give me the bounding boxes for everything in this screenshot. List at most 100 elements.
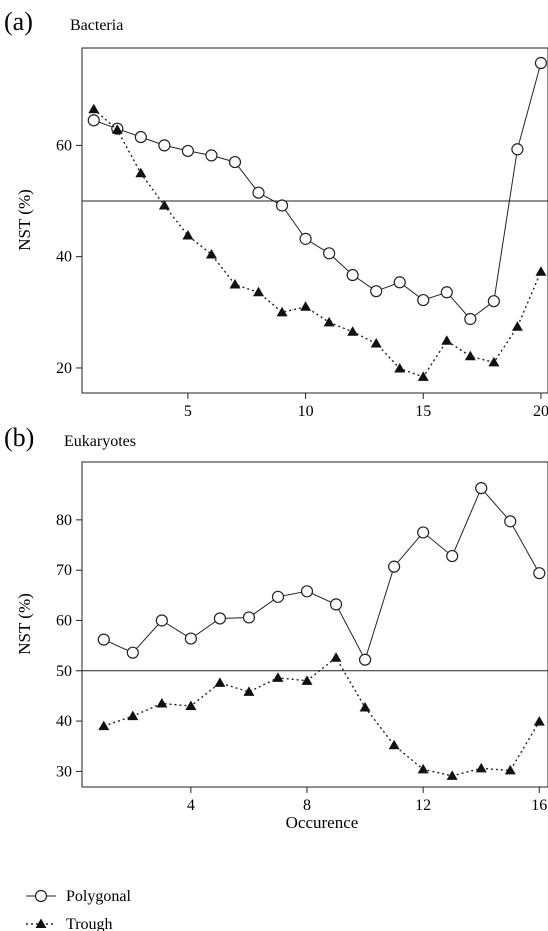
panel-a-trough-point — [535, 266, 547, 276]
panel-a-polygonal-point — [181, 144, 195, 158]
panel-a-trough-line — [93, 108, 542, 378]
panel-b-y-tick-label: 50 — [56, 663, 72, 680]
panel-b-y-tick-label: 30 — [56, 763, 72, 780]
panel-b-polygonal-point — [300, 585, 314, 598]
panel-b-trough-point — [475, 762, 487, 773]
panel-a-trough-point — [205, 248, 217, 259]
panel-b-trough-point — [185, 700, 197, 711]
panel-a-trough-point — [135, 167, 147, 178]
panel-b-y-tick-label: 60 — [56, 612, 72, 629]
panel-a-marks: 5 10 15 20 20 40 60 — [56, 56, 548, 420]
panel-b-letter: (b) — [4, 423, 34, 452]
panel-b-trough-point — [504, 764, 516, 775]
panel-a-polygonal-point — [487, 295, 500, 308]
panel-a-trough-point — [158, 199, 170, 210]
panel-a-trough-point — [276, 306, 288, 317]
panel-b-x-tick-label: 8 — [303, 797, 311, 814]
panel-a-trough-point — [488, 356, 500, 367]
panel-a-polygonal-point — [370, 285, 383, 298]
panel-a-trough-point — [111, 124, 123, 134]
panel-a-polygonal-point — [134, 130, 147, 144]
panel-a-polygonal-point — [417, 293, 430, 307]
panel-b-trough-point — [446, 770, 458, 780]
panel-a-polygonal-point — [205, 149, 218, 162]
panel-b-polygonal-point — [358, 653, 372, 666]
panel-b-polygonal-point — [126, 646, 139, 659]
legend-filled-triangle-marker — [35, 918, 47, 928]
panel-b-polygonal-line — [103, 487, 540, 661]
panel-a-polygonal-point — [323, 247, 336, 260]
panel-a-trough-point — [370, 337, 382, 348]
panel-a-letter: (a) — [4, 7, 33, 36]
panel-a-polygonal-point — [511, 143, 524, 156]
panel-b-polygonal-point — [533, 567, 546, 580]
panel-b-polygonal-point — [213, 612, 227, 625]
panel-b-plot-frame — [81, 461, 548, 788]
panel-b-polygonal-point — [388, 560, 401, 573]
panel-a-trough-point — [229, 278, 241, 289]
panel-b-polygonal-point — [242, 611, 256, 624]
panel-b-trough-point — [301, 675, 313, 685]
legend-item-trough: Trough — [26, 916, 113, 931]
panel-a-bacteria: (a) Bacteria NST (%) 5 10 15 20 20 40 60 — [4, 7, 548, 420]
legend-item-polygonal: Polygonal — [26, 888, 131, 905]
panel-b-polygonal-point — [184, 632, 197, 645]
panel-a-polygonal-point — [393, 276, 406, 289]
panel-b-trough-point — [417, 763, 429, 774]
panel-a-trough-point — [88, 103, 100, 114]
panel-a-polygonal-point — [275, 199, 289, 212]
panel-a-x-tick-label: 20 — [533, 403, 548, 420]
panel-b-polygonal-point — [271, 590, 285, 603]
panel-b-eukaryotes: (b) Eukaryotes NST (%) 4 8 12 16 30 40 50 60 70 8… — [4, 423, 548, 814]
panel-a-polygonal-point — [158, 139, 171, 152]
panel-b-trough-point — [156, 697, 168, 708]
panel-a-trough-point — [417, 371, 429, 381]
panel-b-marks: 4 8 12 16 30 40 50 60 70 80 — [56, 482, 548, 814]
panel-a-trough-point — [323, 316, 335, 327]
panel-a-polygonal-point — [252, 186, 265, 199]
panel-b-trough-point — [243, 686, 255, 696]
panel-b-trough-point — [214, 677, 226, 687]
panel-a-y-tick-label: 40 — [56, 249, 72, 266]
panel-a-polygonal-point — [346, 268, 359, 282]
panel-a-ylabel: NST (%) — [15, 189, 34, 251]
panel-b-polygonal-point — [504, 515, 517, 528]
panel-a-y-tick-label: 20 — [56, 360, 72, 377]
panel-a-polygonal-point — [299, 232, 312, 245]
panel-b-trough-point — [388, 739, 400, 750]
panel-b-polygonal-point — [329, 598, 343, 611]
panel-a-polygonal-point — [534, 56, 548, 70]
panel-b-ylabel: NST (%) — [15, 593, 34, 655]
panel-a-polygonal-line — [93, 62, 542, 320]
panel-a-polygonal-point — [464, 312, 477, 326]
panel-a-plot-frame — [81, 47, 548, 394]
legend: Polygonal Trough — [26, 888, 131, 931]
panel-b-trough-point — [330, 652, 342, 662]
legend-open-circle-marker — [34, 889, 48, 903]
panel-a-polygonal-point — [87, 114, 100, 127]
panel-b-polygonal-point — [475, 482, 488, 495]
panel-b-x-tick-label: 4 — [187, 797, 195, 814]
panel-b-trough-point — [98, 720, 110, 731]
panel-b-trough-point — [533, 716, 545, 726]
panel-a-trough-point — [464, 350, 476, 361]
x-axis-title: Occurence — [286, 813, 359, 832]
panel-b-polygonal-point — [417, 526, 430, 539]
panel-a-x-tick-label: 5 — [184, 403, 192, 420]
panel-a-trough-point — [182, 230, 194, 240]
panel-a-trough-point — [253, 286, 265, 297]
panel-a-trough-point — [347, 326, 359, 336]
panel-a-trough-point — [394, 363, 406, 373]
panel-a-trough-point — [441, 335, 453, 345]
panel-a-polygonal-point — [440, 286, 453, 299]
legend-polygonal-label: Polygonal — [66, 888, 131, 905]
panel-a-trough-point — [511, 321, 523, 331]
panel-a-trough-point — [300, 301, 312, 311]
panel-b-polygonal-point — [446, 549, 459, 563]
panel-b-x-tick-label: 16 — [531, 797, 547, 814]
panel-b-trough-point — [272, 672, 284, 682]
panel-b-y-tick-label: 80 — [56, 512, 72, 529]
panel-b-y-tick-label: 40 — [56, 713, 72, 730]
panel-b-title: Eukaryotes — [64, 433, 136, 450]
